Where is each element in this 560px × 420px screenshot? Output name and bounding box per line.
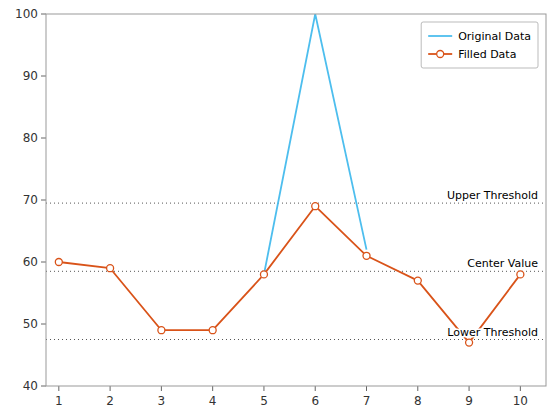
x-tick-label: 3 — [158, 394, 166, 408]
legend-label: Original Data — [458, 30, 531, 43]
series-marker — [55, 259, 62, 266]
y-tick-label: 90 — [23, 69, 38, 83]
legend-swatch — [428, 35, 452, 37]
x-tick-label: 5 — [260, 394, 268, 408]
chart-container: 1 2 3 4 5 6 7 8 9 10 40 50 60 70 80 90 100 Upper Threshol… — [0, 0, 560, 420]
y-tick — [41, 262, 46, 263]
legend-marker — [437, 51, 444, 58]
x-tick-label: 4 — [209, 394, 217, 408]
series-marker — [466, 339, 473, 346]
y-tick — [41, 386, 46, 387]
y-tick-label: 50 — [23, 317, 38, 331]
series-marker — [517, 271, 524, 278]
x-tick-label: 6 — [311, 394, 319, 408]
series-marker — [107, 265, 114, 272]
x-tick — [58, 386, 59, 391]
x-tick — [263, 386, 264, 391]
plot-area — [46, 14, 546, 346]
x-tick — [520, 386, 521, 391]
series-line — [264, 14, 367, 274]
y-tick-label: 70 — [23, 193, 38, 207]
plot-frame — [46, 14, 546, 386]
series-marker — [209, 327, 216, 334]
reference-label: Lower Threshold — [447, 326, 538, 339]
series-marker — [158, 327, 165, 334]
y-tick-label: 100 — [15, 7, 38, 21]
reference-label: Center Value — [467, 257, 538, 270]
x-tick-label: 2 — [106, 394, 114, 408]
reference-line — [46, 271, 546, 272]
x-tick — [212, 386, 213, 391]
y-tick-label: 40 — [23, 379, 38, 393]
y-tick — [41, 200, 46, 201]
x-tick — [417, 386, 418, 391]
y-tick-label: 60 — [23, 255, 38, 269]
series-marker — [260, 271, 267, 278]
x-tick-label: 8 — [414, 394, 422, 408]
y-tick — [41, 138, 46, 139]
x-tick — [110, 386, 111, 391]
x-tick — [366, 386, 367, 391]
x-tick-label: 10 — [513, 394, 528, 408]
plot-background — [46, 14, 546, 386]
series-marker — [312, 203, 319, 210]
y-tick — [41, 324, 46, 325]
series-marker — [363, 252, 370, 259]
y-tick — [41, 14, 46, 15]
series-marker — [414, 277, 421, 284]
x-tick — [161, 386, 162, 391]
legend: Original Data Filled Data — [421, 22, 538, 68]
x-tick — [315, 386, 316, 391]
chart: 1 2 3 4 5 6 7 8 9 10 40 50 60 70 80 90 100 Upper Threshol… — [0, 0, 560, 420]
x-tick-label: 1 — [55, 394, 63, 408]
series-line — [59, 206, 521, 342]
legend-label: Filled Data — [458, 48, 516, 61]
y-tick — [41, 76, 46, 77]
reference-line — [46, 203, 546, 204]
x-tick-label: 9 — [465, 394, 473, 408]
reference-label: Upper Threshold — [447, 189, 538, 202]
x-tick — [469, 386, 470, 391]
y-tick-label: 80 — [23, 131, 38, 145]
legend-box — [421, 22, 538, 68]
x-tick-label: 7 — [363, 394, 371, 408]
